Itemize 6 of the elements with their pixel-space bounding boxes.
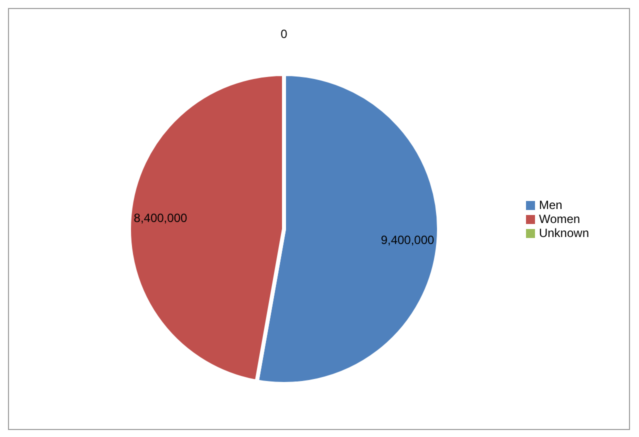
text: 0 [280,27,288,41]
legend-label: Women [538,212,580,226]
legend-label: Unknown [538,226,589,240]
data-label: 9,400,000 [380,232,435,247]
data-label: 8,400,000 [134,211,188,226]
legend-label: Men [538,198,562,212]
